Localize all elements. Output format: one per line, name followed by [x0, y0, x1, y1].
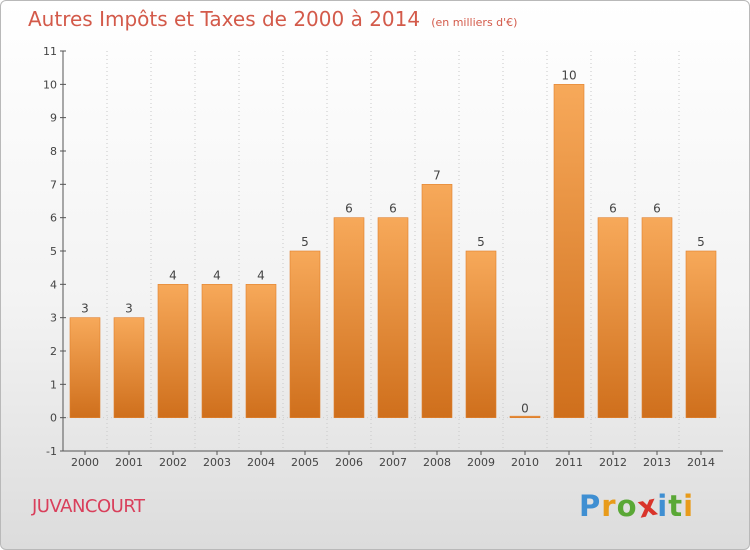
brand-letter: r — [601, 489, 617, 523]
data-label: 4 — [169, 268, 177, 282]
data-label: 5 — [477, 235, 485, 249]
data-label: 6 — [653, 202, 661, 216]
bar — [597, 217, 629, 418]
y-tick-label: 8 — [50, 145, 57, 158]
x-tick-label: 2006 — [335, 456, 363, 469]
bar — [421, 184, 453, 418]
y-tick-label: 7 — [50, 178, 57, 191]
y-tick-label: 4 — [50, 278, 57, 291]
y-tick-label: 0 — [50, 412, 57, 425]
y-tick-label: 9 — [50, 112, 57, 125]
bar — [289, 250, 321, 418]
data-label: 10 — [561, 68, 576, 82]
bar — [69, 317, 101, 418]
y-tick-label: 11 — [43, 45, 57, 58]
data-label: 6 — [345, 202, 353, 216]
bar — [685, 250, 717, 418]
y-tick-label: 10 — [43, 78, 57, 91]
bar — [641, 217, 673, 418]
brand-logo: Proxiti — [579, 487, 695, 524]
x-tick-label: 2000 — [71, 456, 99, 469]
data-label: 6 — [389, 202, 397, 216]
data-label: 4 — [257, 268, 265, 282]
x-tick-label: 2001 — [115, 456, 143, 469]
y-tick-label: 5 — [50, 245, 57, 258]
data-label: 6 — [609, 202, 617, 216]
x-tick-label: 2011 — [555, 456, 583, 469]
chart-title-line: Autres Impôts et Taxes de 2000 à 2014 (e… — [28, 7, 517, 31]
data-label: 0 — [521, 402, 529, 416]
bar — [113, 317, 145, 418]
data-label: 7 — [433, 168, 441, 182]
x-tick-label: 2014 — [687, 456, 715, 469]
y-tick-label: 2 — [50, 345, 57, 358]
y-tick-label: 1 — [50, 378, 57, 391]
bar — [201, 284, 233, 418]
bar — [245, 284, 277, 418]
bar — [465, 250, 497, 418]
brand-letter: i — [657, 489, 669, 523]
chart-title: Autres Impôts et Taxes de 2000 à 2014 — [28, 7, 421, 31]
brand-letter: t — [668, 489, 684, 523]
data-label: 3 — [81, 302, 89, 316]
data-label: 3 — [125, 302, 133, 316]
x-tick-label: 2004 — [247, 456, 275, 469]
x-tick-label: 2007 — [379, 456, 407, 469]
brand-letter: P — [579, 489, 602, 523]
x-tick-label: 2012 — [599, 456, 627, 469]
bar — [377, 217, 409, 418]
data-label: 5 — [301, 235, 309, 249]
x-tick-label: 2008 — [423, 456, 451, 469]
chart-subtitle: (en milliers d'€) — [431, 16, 518, 29]
data-label: 4 — [213, 268, 221, 282]
x-tick-label: 2010 — [511, 456, 539, 469]
brand-letter: i — [683, 489, 695, 523]
bar — [157, 284, 189, 418]
x-tick-label: 2009 — [467, 456, 495, 469]
y-tick-label: 3 — [50, 312, 57, 325]
y-tick-label: 6 — [50, 212, 57, 225]
x-tick-label: 2003 — [203, 456, 231, 469]
bar — [333, 217, 365, 418]
x-tick-label: 2005 — [291, 456, 319, 469]
y-tick-label: -1 — [46, 445, 57, 458]
data-label: 5 — [697, 235, 705, 249]
x-tick-label: 2013 — [643, 456, 671, 469]
bar — [509, 415, 541, 418]
bar — [553, 84, 585, 418]
x-tick-label: 2002 — [159, 456, 187, 469]
place-name: JUVANCOURT — [32, 496, 145, 517]
brand-letter: o — [616, 489, 638, 523]
